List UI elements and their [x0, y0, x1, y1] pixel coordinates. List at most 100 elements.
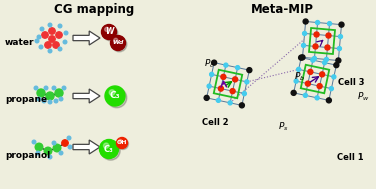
Text: water: water: [5, 38, 35, 47]
Text: Meta-MIP: Meta-MIP: [250, 3, 314, 16]
Text: $P_w$: $P_w$: [357, 91, 370, 103]
Circle shape: [332, 75, 336, 79]
Circle shape: [247, 68, 252, 73]
Circle shape: [62, 86, 66, 90]
Circle shape: [58, 47, 62, 51]
Circle shape: [327, 22, 332, 26]
Circle shape: [337, 46, 341, 50]
Circle shape: [100, 139, 118, 159]
Text: CG mapping: CG mapping: [54, 3, 134, 16]
Circle shape: [224, 63, 228, 67]
Circle shape: [119, 139, 122, 143]
Circle shape: [336, 58, 341, 63]
Circle shape: [35, 39, 39, 43]
Circle shape: [48, 155, 52, 159]
Circle shape: [45, 42, 51, 48]
Circle shape: [44, 86, 48, 90]
Circle shape: [314, 44, 317, 48]
Circle shape: [314, 32, 319, 37]
Circle shape: [230, 89, 235, 93]
Circle shape: [44, 147, 52, 155]
Polygon shape: [73, 89, 100, 103]
Circle shape: [105, 27, 109, 32]
Circle shape: [294, 79, 298, 83]
Circle shape: [329, 87, 334, 91]
Circle shape: [111, 36, 126, 50]
Circle shape: [315, 96, 319, 100]
Circle shape: [217, 98, 220, 102]
Circle shape: [105, 86, 125, 106]
Circle shape: [52, 141, 56, 145]
Circle shape: [68, 145, 72, 149]
Circle shape: [39, 45, 43, 49]
Text: $P_b$: $P_b$: [294, 71, 306, 83]
Circle shape: [306, 82, 310, 86]
Circle shape: [114, 38, 118, 43]
Circle shape: [339, 22, 344, 27]
Circle shape: [297, 67, 301, 71]
Circle shape: [221, 75, 225, 79]
Text: Wd: Wd: [112, 40, 124, 46]
Circle shape: [334, 63, 339, 68]
Circle shape: [37, 97, 41, 101]
Circle shape: [305, 81, 310, 86]
Circle shape: [109, 90, 115, 95]
Circle shape: [300, 55, 305, 60]
Circle shape: [233, 77, 238, 82]
Circle shape: [117, 138, 127, 149]
Circle shape: [49, 28, 55, 34]
Circle shape: [315, 33, 318, 36]
Circle shape: [112, 37, 127, 52]
Circle shape: [218, 86, 223, 91]
Circle shape: [48, 49, 52, 53]
Circle shape: [56, 32, 62, 38]
Polygon shape: [73, 140, 100, 154]
Circle shape: [243, 92, 246, 96]
Circle shape: [303, 31, 306, 36]
Text: C₃: C₃: [104, 145, 114, 153]
Circle shape: [54, 99, 58, 103]
Circle shape: [338, 35, 343, 39]
Circle shape: [207, 84, 211, 88]
Text: $P_s$: $P_s$: [278, 121, 288, 133]
Circle shape: [103, 143, 109, 148]
Text: propanol: propanol: [5, 151, 50, 160]
Circle shape: [107, 88, 127, 108]
Circle shape: [230, 89, 235, 94]
Circle shape: [117, 139, 129, 149]
Circle shape: [324, 57, 328, 61]
Circle shape: [326, 46, 329, 50]
Circle shape: [299, 55, 304, 60]
Circle shape: [58, 24, 62, 28]
Circle shape: [313, 44, 318, 49]
Circle shape: [326, 33, 331, 38]
Circle shape: [221, 74, 226, 79]
Circle shape: [210, 72, 214, 76]
Circle shape: [48, 100, 52, 104]
Circle shape: [317, 84, 322, 89]
Circle shape: [320, 72, 324, 77]
Circle shape: [67, 136, 71, 140]
Circle shape: [102, 25, 117, 40]
Circle shape: [49, 36, 55, 42]
Circle shape: [62, 140, 68, 146]
Circle shape: [233, 77, 237, 81]
Circle shape: [48, 23, 52, 27]
Circle shape: [325, 45, 330, 50]
Polygon shape: [73, 31, 100, 45]
Text: propane: propane: [5, 95, 47, 104]
Circle shape: [37, 89, 45, 97]
Text: Cell 3: Cell 3: [338, 78, 364, 87]
Circle shape: [308, 70, 312, 74]
Circle shape: [101, 141, 120, 160]
Circle shape: [302, 43, 306, 47]
Circle shape: [59, 97, 63, 101]
Circle shape: [64, 31, 68, 35]
Circle shape: [308, 69, 313, 74]
Text: Cell 1: Cell 1: [337, 153, 363, 162]
Circle shape: [36, 151, 40, 155]
Circle shape: [32, 140, 36, 144]
Circle shape: [42, 99, 46, 103]
Circle shape: [315, 21, 320, 25]
Circle shape: [219, 87, 223, 91]
